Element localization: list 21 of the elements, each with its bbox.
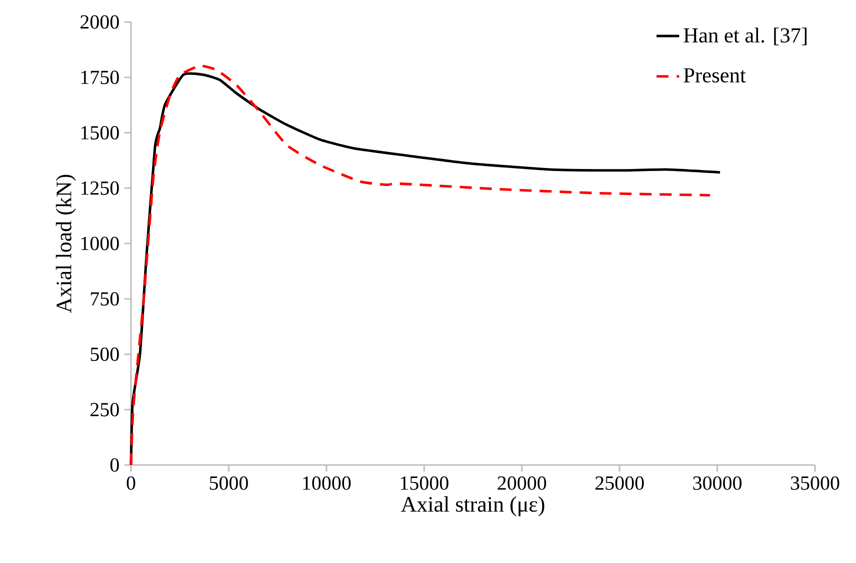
y-tick-label: 1250 — [81, 181, 119, 195]
y-tick-label: 2000 — [80, 15, 119, 29]
y-tick-label: 0 — [110, 458, 119, 472]
y-tick-label: 250 — [90, 402, 119, 416]
y-axis-title: Axial load (kN) — [56, 174, 76, 313]
x-tick-label: 15000 — [400, 476, 448, 490]
x-tick-label: 10000 — [303, 476, 351, 490]
y-tick-label: 1000 — [81, 236, 119, 250]
x-tick-label: 30000 — [693, 476, 742, 490]
x-tick-label: 35000 — [790, 476, 840, 490]
x-tick-label: 25000 — [595, 476, 644, 490]
y-tick-label: 1500 — [81, 126, 119, 140]
legend-label: Han et al. [37] — [684, 28, 807, 46]
x-tick-label: 20000 — [498, 476, 546, 490]
x-axis-title: Axial strain (με) — [400, 496, 544, 516]
y-tick-label: 500 — [90, 348, 119, 361]
x-tick-label: 0 — [126, 476, 136, 490]
legend-label: Present — [684, 68, 746, 83]
x-tick-label: 5000 — [210, 476, 248, 490]
y-tick-label: 750 — [90, 292, 119, 306]
y-tick-label: 1750 — [81, 70, 119, 84]
